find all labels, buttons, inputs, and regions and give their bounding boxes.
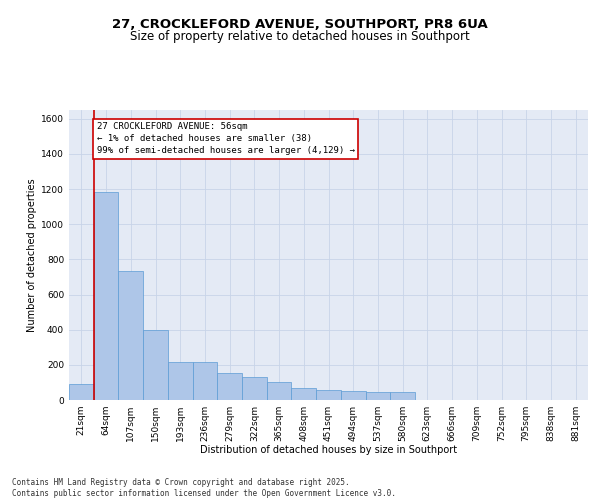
- Bar: [316, 390, 341, 400]
- Bar: [390, 392, 415, 400]
- Text: 27, CROCKLEFORD AVENUE, SOUTHPORT, PR8 6UA: 27, CROCKLEFORD AVENUE, SOUTHPORT, PR8 6…: [112, 18, 488, 30]
- Bar: [168, 362, 193, 400]
- Bar: [242, 377, 267, 400]
- Bar: [143, 330, 168, 400]
- Bar: [341, 391, 365, 400]
- Text: 27 CROCKLEFORD AVENUE: 56sqm
← 1% of detached houses are smaller (38)
99% of sem: 27 CROCKLEFORD AVENUE: 56sqm ← 1% of det…: [97, 122, 355, 155]
- Bar: [118, 271, 143, 400]
- Bar: [69, 384, 94, 400]
- Bar: [292, 388, 316, 400]
- Bar: [267, 382, 292, 400]
- X-axis label: Distribution of detached houses by size in Southport: Distribution of detached houses by size …: [200, 446, 457, 456]
- Bar: [193, 362, 217, 400]
- Bar: [217, 373, 242, 400]
- Text: Contains HM Land Registry data © Crown copyright and database right 2025.
Contai: Contains HM Land Registry data © Crown c…: [12, 478, 396, 498]
- Bar: [94, 192, 118, 400]
- Text: Size of property relative to detached houses in Southport: Size of property relative to detached ho…: [130, 30, 470, 43]
- Y-axis label: Number of detached properties: Number of detached properties: [27, 178, 37, 332]
- Bar: [365, 392, 390, 400]
